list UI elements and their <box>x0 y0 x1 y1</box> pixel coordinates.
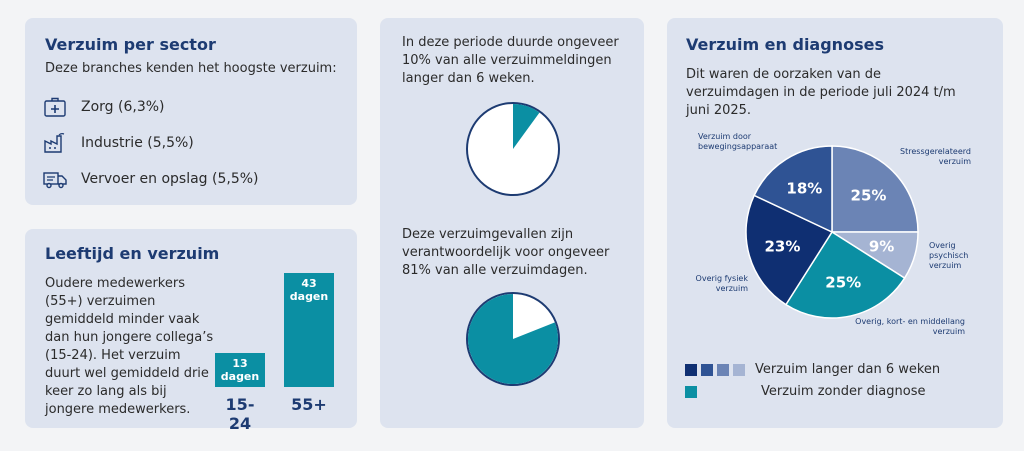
bar-unit: dagen <box>220 370 260 383</box>
bar-value: 43 <box>301 277 317 290</box>
pie-slice <box>513 104 540 149</box>
factory-icon <box>44 133 65 153</box>
sector-item-industrie: Industrie (5,5%) <box>43 132 194 154</box>
pie-slice <box>468 294 558 384</box>
medical-kit-icon <box>44 97 66 117</box>
label-overig-fysiek: Overig fysiek verzuim <box>695 274 748 293</box>
legend-row-no-diagnosis: Verzuim zonder diagnose <box>685 384 926 399</box>
label-overig-kort: Overig, kort- en middellang verzuim <box>855 317 965 336</box>
legend-label: Verzuim zonder diagnose <box>761 384 926 399</box>
middle-card: In deze periode duurde ongeveer 10% van … <box>380 18 644 428</box>
legend-swatch <box>685 363 697 376</box>
label-bewegingsapparaat: Verzuim door bewegingsapparaat <box>698 132 778 151</box>
pie-pct-label: 25% <box>851 187 887 205</box>
legend-swatch <box>685 385 697 398</box>
pie-pct-label: 18% <box>786 179 822 197</box>
legend-swatch <box>733 363 745 376</box>
label-stressgerelateerd: Stressgerelateerd verzuim <box>900 147 971 166</box>
diagnoses-card: Verzuim en diagnoses Dit waren de oorzak… <box>667 18 1003 428</box>
diagnoses-pie: 25% 9% 25% 23% 18% <box>745 145 919 319</box>
sector-item-vervoer: Vervoer en opslag (5,5%) <box>43 168 259 190</box>
middle-text-2: Deze verzuimgevallen zijn verantwoordeli… <box>402 227 610 278</box>
pie-slice-2 <box>784 230 906 319</box>
pie-pct-label: 9% <box>869 237 894 255</box>
sector-title: Verzuim per sector <box>45 35 216 54</box>
sector-item-label: Vervoer en opslag (5,5%) <box>81 171 259 187</box>
truck-icon <box>43 172 67 189</box>
bar-55-plus: 43 dagen <box>284 273 334 387</box>
age-card: Leeftijd en verzuim Oudere medewerkers (… <box>25 229 357 433</box>
pie-slice-4 <box>753 145 833 234</box>
diagnoses-subtitle: Dit waren de oorzaken van de verzuimdage… <box>686 67 956 118</box>
age-text: Oudere medewerkers (55+) verzuimen gemid… <box>45 276 214 417</box>
pie-pct-label: 23% <box>764 237 800 255</box>
legend-swatch <box>717 363 729 376</box>
sector-item-label: Industrie (5,5%) <box>81 135 194 151</box>
legend-swatch <box>701 363 713 376</box>
bar-unit: dagen <box>289 290 329 303</box>
bar-15-24: 13 dagen <box>215 353 265 387</box>
pie-pct-label: 25% <box>825 273 861 291</box>
sector-card: Verzuim per sector Deze branches kenden … <box>25 18 357 205</box>
legend-label: Verzuim langer dan 6 weken <box>755 362 941 377</box>
label-overig-psychisch: Overig psychisch verzuim <box>929 241 969 270</box>
bar-label: 55+ <box>291 395 327 414</box>
sector-item-zorg: Zorg (6,3%) <box>43 96 165 118</box>
pie-81-percent <box>466 292 560 386</box>
sector-subtitle: Deze branches kenden het hoogste verzuim… <box>45 61 337 76</box>
pie-slice-0 <box>831 145 919 233</box>
bar-value: 13 <box>232 357 248 370</box>
middle-text-1: In deze periode duurde ongeveer 10% van … <box>402 35 619 86</box>
diagnoses-title: Verzuim en diagnoses <box>686 35 884 54</box>
sector-item-label: Zorg (6,3%) <box>81 99 165 115</box>
legend-row-long: Verzuim langer dan 6 weken <box>685 362 940 377</box>
pie-10-percent <box>466 102 560 196</box>
age-title: Leeftijd en verzuim <box>45 244 220 263</box>
bar-label: 15-24 <box>225 395 255 433</box>
